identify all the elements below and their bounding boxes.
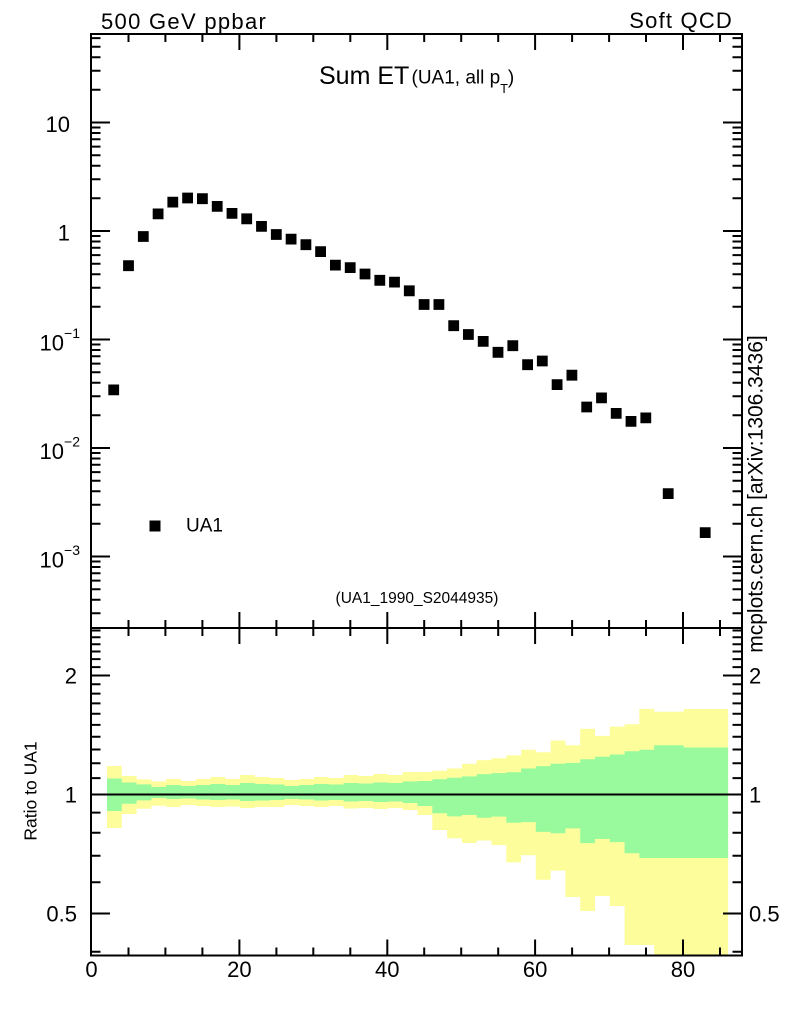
- svg-text:1: 1: [749, 783, 761, 808]
- svg-text:0.5: 0.5: [749, 902, 780, 927]
- svg-text:500 GeV ppbar: 500 GeV ppbar: [101, 9, 267, 34]
- svg-text:2: 2: [749, 664, 761, 689]
- svg-text:mcplots.cern.ch [arXiv:1306.34: mcplots.cern.ch [arXiv:1306.3436]: [745, 335, 768, 653]
- svg-text:1: 1: [65, 783, 77, 808]
- svg-text:Ratio to UA1: Ratio to UA1: [21, 741, 41, 840]
- svg-text:Soft QCD: Soft QCD: [629, 8, 733, 33]
- svg-text:1: 1: [58, 221, 70, 246]
- svg-text:(UA1, all pT): (UA1, all pT): [412, 68, 515, 97]
- svg-text:0: 0: [85, 957, 97, 982]
- svg-text:10−1: 10−1: [40, 325, 81, 356]
- svg-text:2: 2: [65, 664, 77, 689]
- svg-text:Sum ET: Sum ET: [319, 62, 409, 90]
- svg-text:(UA1_1990_S2044935): (UA1_1990_S2044935): [336, 590, 499, 607]
- svg-text:40: 40: [375, 957, 399, 982]
- svg-text:10−3: 10−3: [40, 542, 81, 573]
- svg-text:10−2: 10−2: [40, 434, 81, 465]
- svg-text:80: 80: [671, 957, 695, 982]
- svg-text:60: 60: [523, 957, 547, 982]
- svg-text:UA1: UA1: [186, 516, 223, 537]
- svg-text:0.5: 0.5: [46, 902, 77, 927]
- svg-text:10: 10: [46, 112, 70, 137]
- svg-text:20: 20: [227, 957, 251, 982]
